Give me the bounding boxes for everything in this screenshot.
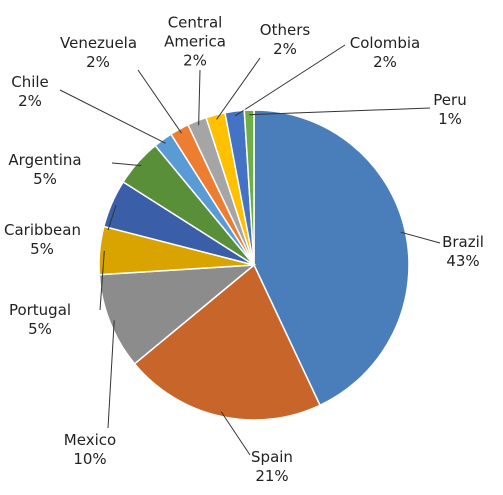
category-name: Chile [11, 73, 49, 91]
slice-label: Brazil 43% [425, 233, 501, 271]
value-label: 2% [373, 53, 397, 71]
category-name: Spain [251, 448, 293, 466]
slice-label: Peru 1% [412, 91, 488, 129]
value-label: 10% [73, 450, 107, 468]
slice-label: Mexico 10% [52, 431, 128, 469]
value-label: 2% [86, 53, 110, 71]
value-label: 5% [33, 170, 57, 188]
leader-line [137, 69, 182, 134]
category-name: Portugal [8, 301, 72, 319]
value-label: 21% [255, 467, 289, 485]
slice-label: Portugal 5% [2, 301, 78, 339]
category-name: Argentina [8, 151, 82, 169]
value-label: 2% [183, 51, 207, 70]
slice-label: Colombia 2% [347, 34, 423, 72]
leader-line [59, 89, 166, 144]
slice-label: Others 2% [247, 21, 323, 59]
pie-slice [253, 109, 410, 407]
leader-line [111, 162, 142, 167]
slice-label: Spain 21% [234, 448, 310, 486]
leader-line [107, 205, 117, 231]
leader-line [220, 411, 251, 456]
leader-line [107, 320, 115, 429]
category-name: Colombia [349, 34, 421, 52]
leader-line [234, 44, 346, 117]
leader-line [216, 57, 261, 120]
slice-label: Argentina 5% [7, 151, 83, 189]
leader-line [198, 69, 201, 126]
leader-line [400, 231, 441, 244]
value-label: 5% [30, 240, 54, 258]
pie-slice [98, 264, 257, 365]
value-label: 2% [18, 92, 42, 110]
slice-label: Chile 2% [0, 73, 68, 111]
leader-line [99, 250, 105, 311]
category-name: Brazil [442, 233, 484, 251]
value-label: 2% [273, 40, 297, 58]
value-label: 1% [438, 110, 462, 128]
slice-label: Central America 2% [157, 14, 233, 71]
leader-line [249, 107, 431, 116]
category-name: Venezuela [60, 34, 138, 52]
category-name: Mexico [63, 431, 117, 449]
value-label: 5% [28, 320, 52, 338]
category-name: Central America [164, 13, 226, 51]
pie-slice [243, 109, 255, 266]
pie-slice [133, 263, 321, 421]
category-name: Caribbean [4, 221, 81, 239]
category-name: Peru [433, 91, 467, 109]
slice-label: Caribbean 5% [4, 221, 81, 259]
slice-label: Venezuela 2% [60, 34, 138, 72]
category-name: Others [259, 21, 311, 39]
value-label: 43% [446, 252, 480, 270]
